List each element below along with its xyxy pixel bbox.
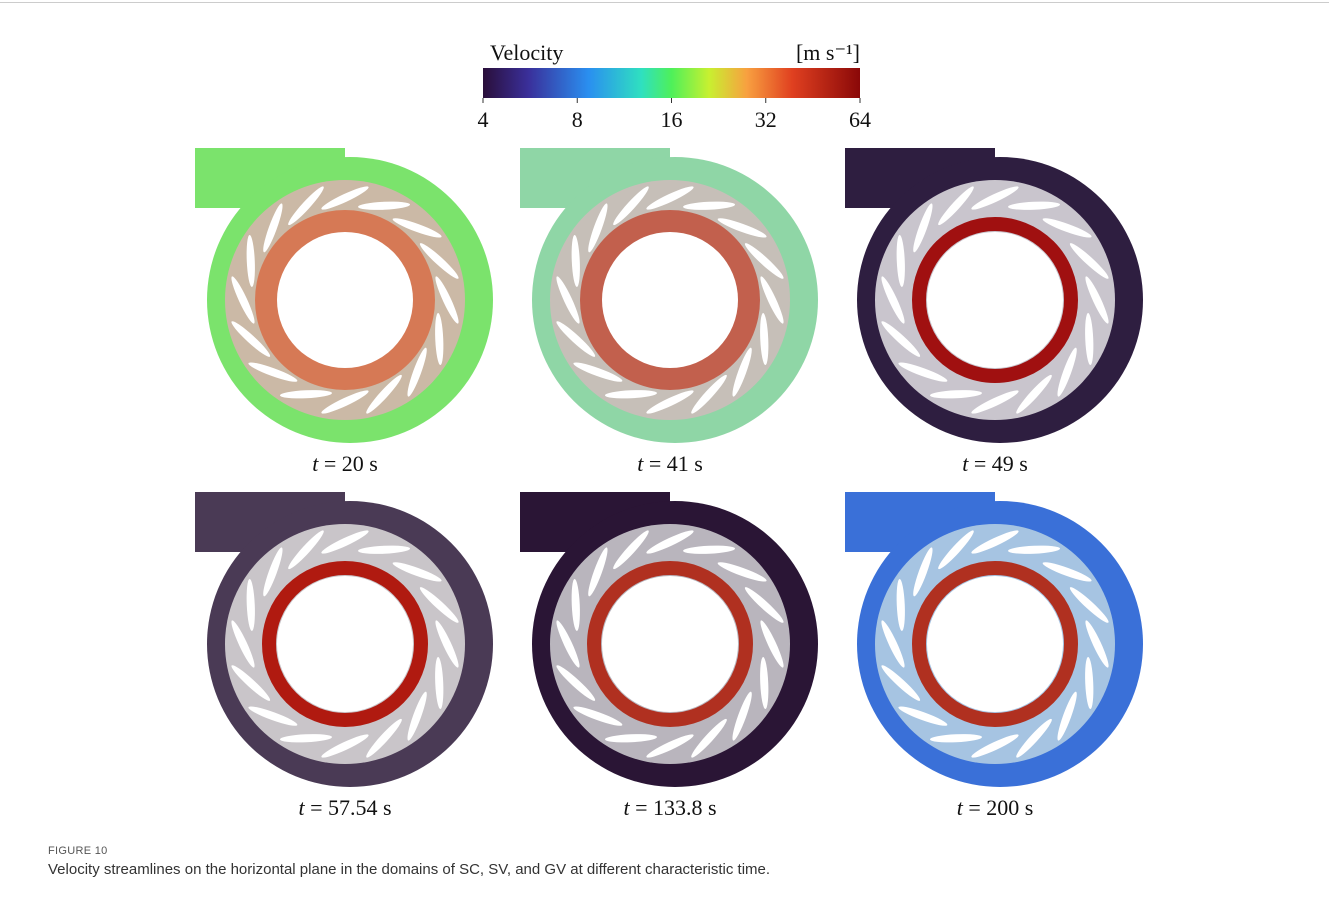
panel-caption: t = 49 s	[845, 451, 1145, 477]
streamline-panel	[845, 492, 1143, 787]
colorbar-tick-label: 4	[478, 107, 489, 132]
panel-caption: t = 133.8 s	[520, 795, 820, 821]
colorbar-title: Velocity	[490, 40, 563, 65]
hub	[927, 576, 1063, 712]
streamline-panel	[520, 148, 818, 443]
hub	[602, 576, 738, 712]
panel-caption: t = 200 s	[845, 795, 1145, 821]
panel-caption: t = 57.54 s	[195, 795, 495, 821]
hub	[602, 232, 738, 368]
panel-caption: t = 20 s	[195, 451, 495, 477]
colorbar	[483, 68, 860, 98]
hub	[277, 232, 413, 368]
streamline-panel	[195, 492, 493, 787]
panel-caption: t = 41 s	[520, 451, 820, 477]
colorbar-tick-label: 64	[849, 107, 871, 132]
figure-caption: Velocity streamlines on the horizontal p…	[48, 861, 770, 878]
figure-label: FIGURE 10	[48, 845, 108, 857]
colorbar-tick-label: 32	[755, 107, 777, 132]
colorbar-tick-label: 8	[572, 107, 583, 132]
hub	[927, 232, 1063, 368]
streamline-panel	[195, 148, 493, 443]
hub	[277, 576, 413, 712]
streamline-panel	[845, 148, 1143, 443]
page: {"colorbar": {"title": "Velocity", "unit…	[0, 0, 1329, 911]
colorbar-tick-label: 16	[661, 107, 683, 132]
streamline-panel	[520, 492, 818, 787]
colorbar-unit: [m s⁻¹]	[796, 40, 860, 65]
